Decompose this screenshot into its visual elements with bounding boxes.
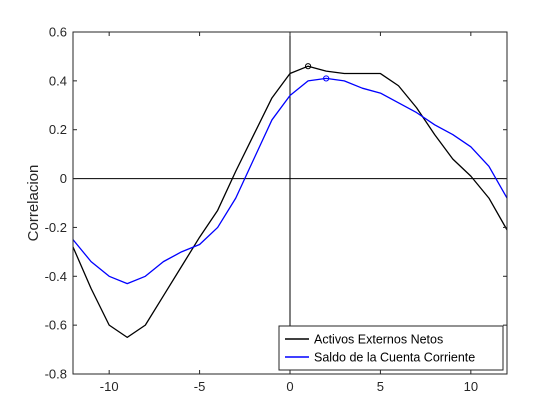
ticks-layer: -10 -5 0 5 10 -0.8 -0.6 -0.4 -0.2 0 0.2 0.4 0.6 xyxy=(45,25,507,394)
series-marker-1 xyxy=(304,63,312,70)
y-tick-label: 0.6 xyxy=(49,25,67,40)
series-layer xyxy=(72,63,508,339)
reference-lines xyxy=(73,32,507,374)
x-tick-label: -5 xyxy=(194,379,206,394)
series-line-2 xyxy=(72,77,508,285)
y-tick-label: -0.6 xyxy=(45,318,67,333)
legend-box xyxy=(278,325,504,371)
x-tick-label: -10 xyxy=(100,379,119,394)
y-tick-label: -0.2 xyxy=(45,220,67,235)
series-marker-2 xyxy=(323,75,330,82)
y-tick-label: 0 xyxy=(60,171,67,186)
x-tick-label: 0 xyxy=(286,379,293,394)
x-tick-label: 5 xyxy=(377,379,384,394)
legend-label-2: Saldo de la Cuenta Corriente xyxy=(314,351,475,365)
series-line-1 xyxy=(72,65,508,339)
legend-label-1: Activos Externos Netos xyxy=(314,333,443,347)
y-axis-label: Correlacion xyxy=(25,165,42,242)
y-tick-label: 0.2 xyxy=(49,122,67,137)
y-tick-label: -0.8 xyxy=(45,367,67,382)
legend: Activos Externos Netos Saldo de la Cuenta… xyxy=(278,325,504,371)
x-tick-label: 10 xyxy=(464,379,478,394)
y-tick-label: -0.4 xyxy=(45,269,67,284)
y-tick-label: 0.4 xyxy=(49,73,67,88)
